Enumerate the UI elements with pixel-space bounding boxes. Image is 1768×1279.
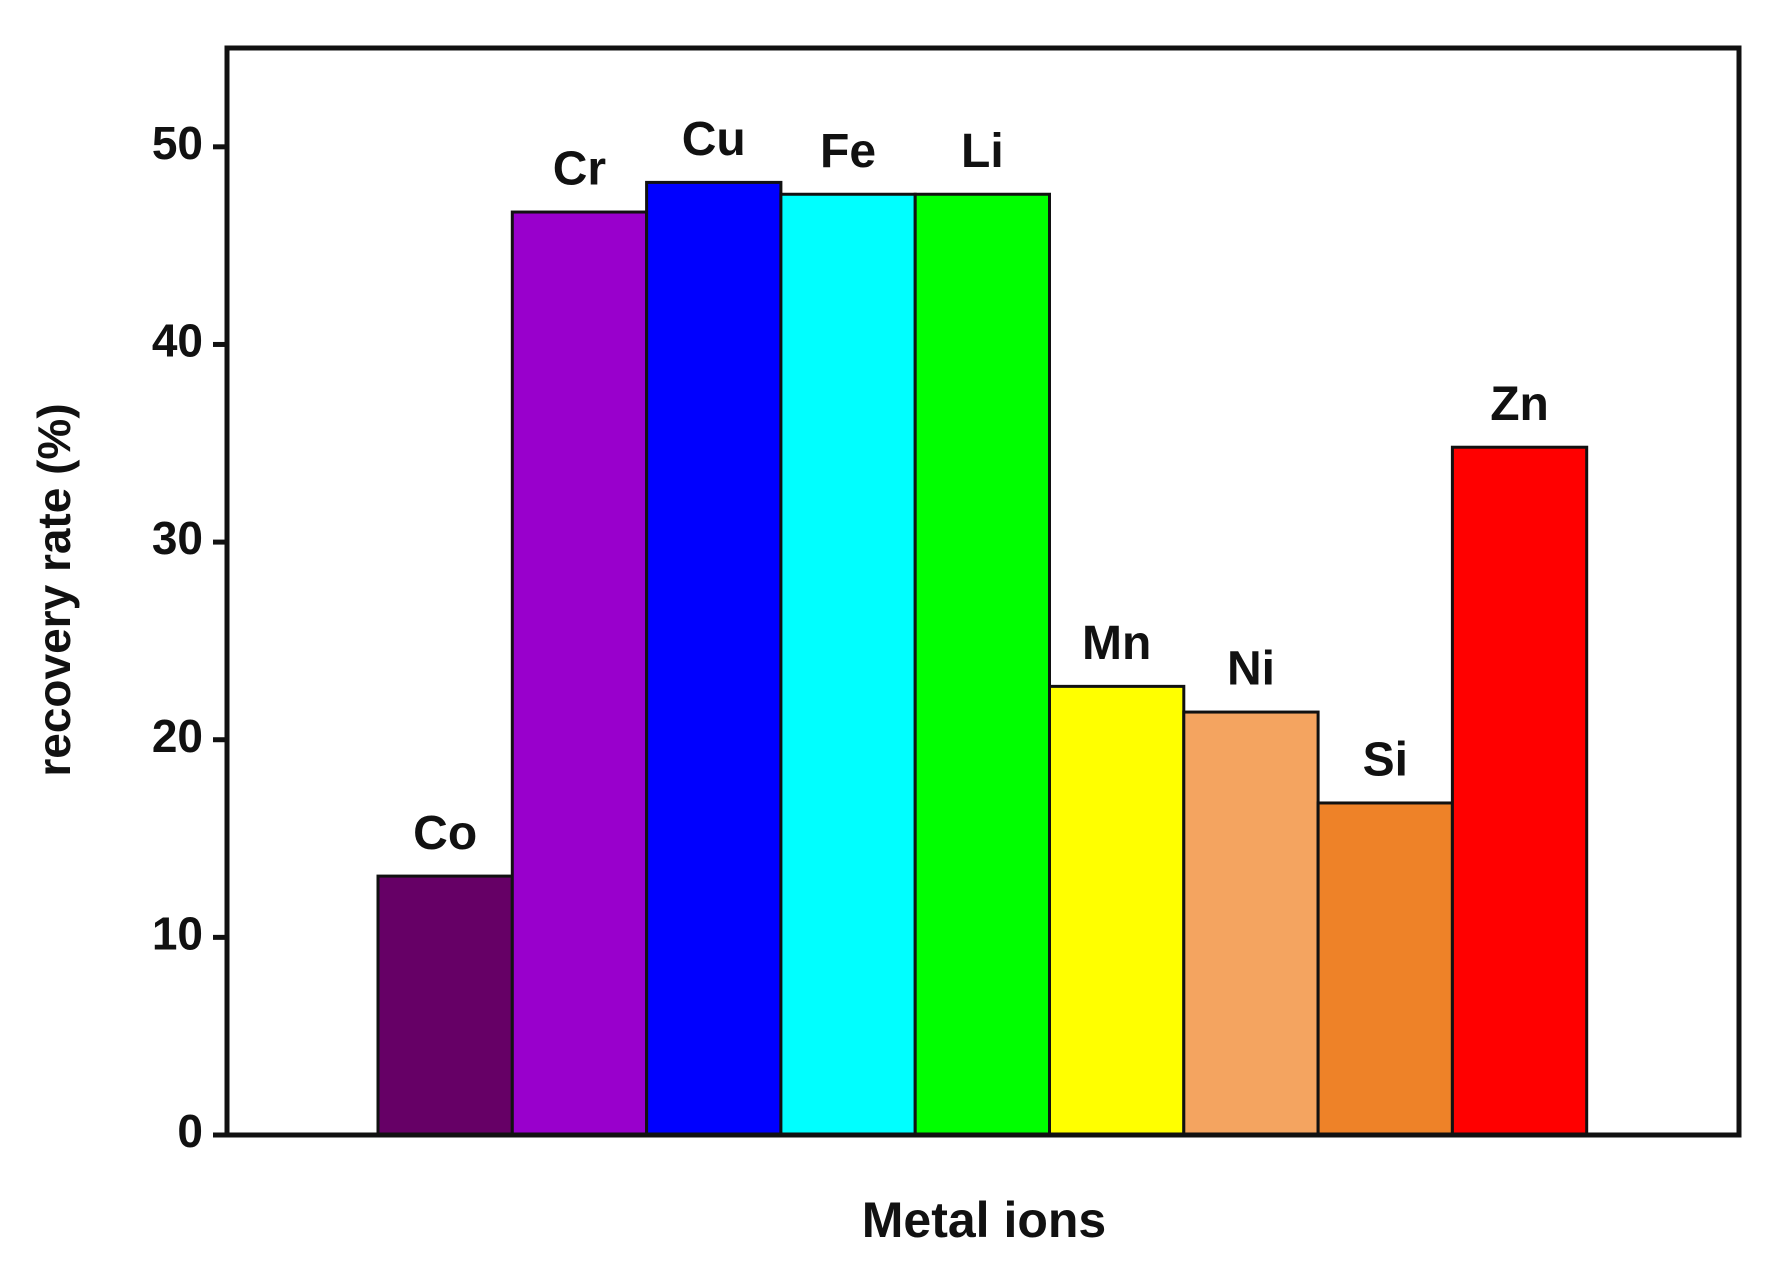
y-tick-label: 30 bbox=[152, 512, 203, 564]
bar-label: Cu bbox=[682, 113, 746, 166]
bar bbox=[510, 210, 649, 1137]
y-axis-label: recovery rate (%) bbox=[28, 403, 80, 776]
bar-label: Mn bbox=[1082, 617, 1151, 670]
y-tick-label: 20 bbox=[152, 710, 203, 762]
bar-label: Si bbox=[1363, 734, 1408, 787]
bar-label: Ni bbox=[1227, 643, 1275, 696]
bar bbox=[376, 874, 514, 1137]
plot-frame bbox=[224, 45, 1742, 1138]
bar bbox=[1450, 445, 1589, 1137]
bar-label: Li bbox=[961, 125, 1004, 178]
bar-label: Fe bbox=[820, 125, 876, 178]
y-tick-label: 40 bbox=[152, 315, 203, 367]
bar-label: Cr bbox=[553, 143, 606, 196]
bar bbox=[1048, 684, 1186, 1137]
bar bbox=[1182, 710, 1320, 1137]
bar bbox=[779, 192, 917, 1137]
y-tick-label: 50 bbox=[152, 117, 203, 169]
y-tick-label: 0 bbox=[177, 1105, 203, 1157]
y-tick-label: 10 bbox=[152, 908, 203, 960]
bar-label: Zn bbox=[1490, 378, 1549, 431]
bar-label: Co bbox=[413, 807, 477, 860]
bar bbox=[645, 180, 783, 1137]
bar bbox=[1316, 801, 1454, 1137]
x-axis-label: Metal ions bbox=[862, 1192, 1106, 1248]
bar bbox=[913, 192, 1052, 1137]
